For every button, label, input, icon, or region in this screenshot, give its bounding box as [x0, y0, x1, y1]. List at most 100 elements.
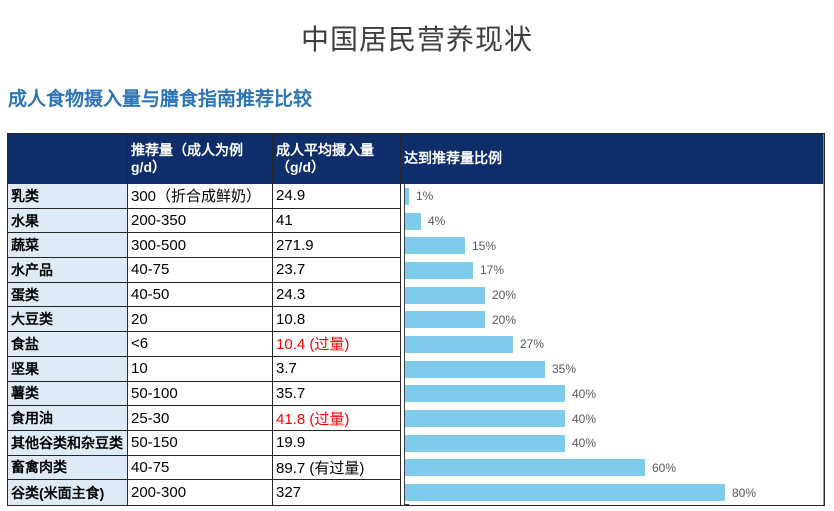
intake-cell: 24.3: [273, 282, 401, 308]
table-row: 水果 200-350 41 4%: [8, 208, 824, 234]
category-cell: 坚果: [8, 356, 128, 382]
ratio-bar-cell: 60%: [401, 455, 824, 481]
ratio-bar: [405, 360, 545, 378]
ratio-bar: [405, 385, 565, 403]
table-row: 大豆类 20 10.8 20%: [8, 307, 824, 333]
ratio-bar: [405, 187, 409, 205]
table-row: 食盐 <6 10.4 (过量) 27%: [8, 332, 824, 357]
ratio-bar-cell: 15%: [401, 233, 824, 259]
intake-cell: 35.7: [273, 381, 401, 407]
table-row: 谷类(米面主食) 200-300 327 80%: [8, 480, 824, 505]
table-row: 畜禽肉类 40-75 89.7 (有过量) 60%: [8, 455, 824, 481]
ratio-bar-label: 20%: [492, 312, 517, 327]
header-recommended: 推荐量（成人为例 g/d）: [128, 134, 273, 184]
chart-axis-line: [404, 282, 405, 308]
table-row: 水产品 40-75 23.7 17%: [8, 258, 824, 283]
recommended-cell: 10: [128, 356, 273, 382]
ratio-bar-cell: 40%: [401, 406, 824, 431]
category-cell: 水果: [8, 208, 128, 234]
ratio-bar-cell: 35%: [401, 356, 824, 382]
table-row: 蛋类 40-50 24.3 20%: [8, 282, 824, 308]
ratio-bar-cell: 40%: [401, 430, 824, 456]
ratio-bar-cell: 17%: [401, 258, 824, 283]
table-row: 蔬菜 300-500 271.9 15%: [8, 233, 824, 259]
ratio-bar: [405, 484, 725, 502]
category-cell: 谷类(米面主食): [8, 480, 128, 505]
ratio-bar: [405, 311, 485, 329]
category-cell: 畜禽肉类: [8, 455, 128, 481]
table-row: 食用油 25-30 41.8 (过量) 40%: [8, 406, 824, 431]
recommended-cell: 40-50: [128, 282, 273, 308]
ratio-bar: [405, 237, 465, 255]
chart-axis-line: [404, 406, 405, 431]
chart-axis-line: [404, 455, 405, 481]
ratio-bar: [405, 335, 513, 353]
category-cell: 蔬菜: [8, 233, 128, 259]
intake-cell: 41: [273, 208, 401, 234]
ratio-bar-label: 40%: [572, 386, 597, 401]
category-cell: 薯类: [8, 381, 128, 407]
recommended-cell: 200-300: [128, 480, 273, 505]
ratio-bar-label: 1%: [416, 189, 434, 204]
chart-axis-line: [404, 332, 405, 357]
recommended-cell: 300（折合成鲜奶）: [128, 184, 273, 209]
intake-cell: 41.8 (过量): [273, 406, 401, 431]
ratio-bar: [405, 212, 421, 230]
ratio-bar-label: 80%: [732, 485, 757, 500]
chart-axis-line: [404, 430, 405, 456]
recommended-cell: 300-500: [128, 233, 273, 259]
section-subtitle: 成人食物摄入量与膳食指南推荐比较: [8, 89, 313, 110]
chart-axis-line: [404, 258, 405, 283]
ratio-bar-label: 35%: [552, 362, 577, 377]
category-cell: 食盐: [8, 332, 128, 357]
chart-axis-line: [404, 233, 405, 259]
chart-axis-line: [404, 208, 405, 234]
ratio-bar-label: 27%: [520, 337, 545, 352]
ratio-bar: [405, 434, 565, 452]
page-title: 中国居民营养现状: [300, 24, 533, 55]
ratio-bar-cell: 40%: [401, 381, 824, 407]
chart-axis-line: [404, 184, 405, 209]
recommended-cell: <6: [128, 332, 273, 357]
category-cell: 水产品: [8, 258, 128, 283]
header-category: [8, 134, 128, 184]
ratio-bar: [405, 286, 485, 304]
header-ratio: 达到推荐量比例: [401, 134, 824, 184]
category-cell: 大豆类: [8, 307, 128, 333]
category-cell: 蛋类: [8, 282, 128, 308]
chart-axis-line: [404, 480, 405, 505]
ratio-bar: [405, 459, 645, 477]
ratio-bar-label: 60%: [652, 460, 677, 475]
intake-cell: 327: [273, 480, 401, 505]
header-intake: 成人平均摄入量（g/d）: [273, 134, 401, 184]
ratio-bar-cell: 80%: [401, 480, 824, 505]
category-cell: 其他谷类和杂豆类: [8, 430, 128, 456]
recommended-cell: 200-350: [128, 208, 273, 234]
ratio-bar-label: 40%: [572, 436, 597, 451]
table-body: 乳类 300（折合成鲜奶） 24.9 1% 水果 200-350 41 4% 蔬…: [8, 184, 824, 505]
recommended-cell: 50-100: [128, 381, 273, 407]
category-cell: 食用油: [8, 406, 128, 431]
chart-tick-mark: [404, 503, 409, 505]
recommended-cell: 40-75: [128, 455, 273, 481]
table-row: 其他谷类和杂豆类 50-150 19.9 40%: [8, 430, 824, 456]
table-header-row: 推荐量（成人为例 g/d） 成人平均摄入量（g/d） 达到推荐量比例: [8, 134, 824, 184]
nutrition-table: 推荐量（成人为例 g/d） 成人平均摄入量（g/d） 达到推荐量比例 乳类 30…: [7, 133, 825, 506]
ratio-bar-label: 17%: [480, 263, 505, 278]
intake-cell: 23.7: [273, 258, 401, 283]
intake-cell: 10.4 (过量): [273, 332, 401, 357]
ratio-bar-label: 15%: [472, 238, 497, 253]
intake-cell: 10.8: [273, 307, 401, 333]
table-row: 薯类 50-100 35.7 40%: [8, 381, 824, 407]
ratio-bar-cell: 1%: [401, 184, 824, 209]
ratio-bar-cell: 20%: [401, 282, 824, 308]
recommended-cell: 20: [128, 307, 273, 333]
category-cell: 乳类: [8, 184, 128, 209]
ratio-bar: [405, 261, 473, 279]
table-row: 乳类 300（折合成鲜奶） 24.9 1%: [8, 184, 824, 209]
ratio-bar-label: 4%: [428, 214, 446, 229]
intake-cell: 19.9: [273, 430, 401, 456]
chart-axis-line: [404, 356, 405, 382]
intake-cell: 3.7: [273, 356, 401, 382]
